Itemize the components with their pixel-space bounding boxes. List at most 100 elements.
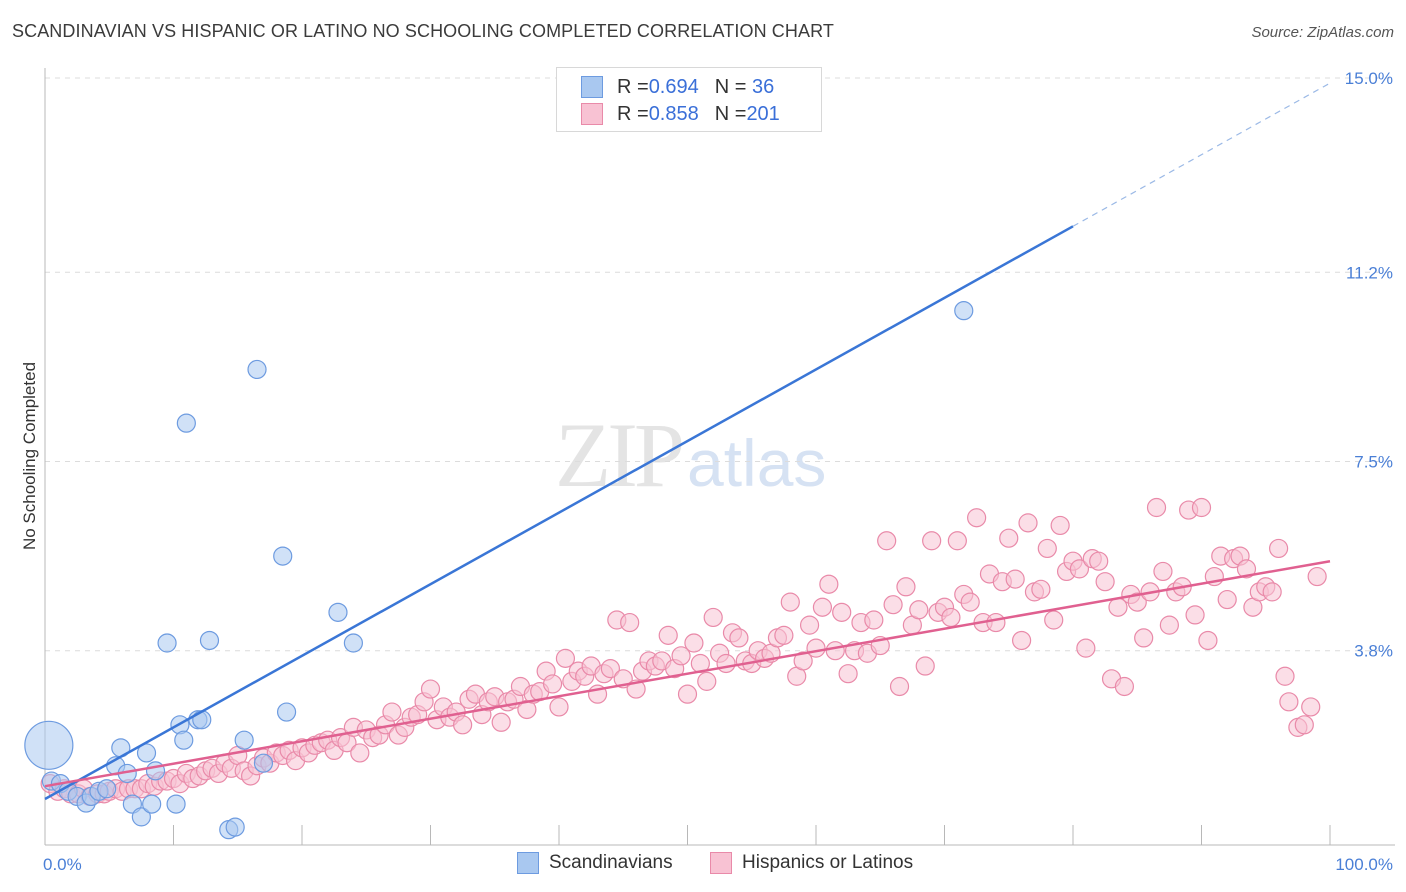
hispanics-point: [812, 597, 833, 617]
scandinavians-point: [954, 301, 974, 321]
axes: [44, 68, 1395, 846]
bottom-legend-hispanics: Hispanics or Latinos: [710, 852, 913, 874]
hispanics-point: [1279, 692, 1299, 712]
scandinavians-point: [253, 753, 274, 773]
y-tick-label: 11.2%: [1346, 263, 1393, 282]
hispanics-point: [620, 612, 640, 633]
hispanics-point: [806, 638, 826, 658]
hispanics-point: [1037, 538, 1057, 559]
legend-box: R = 0.694 N = 36 R = 0.858 N = 201: [556, 67, 822, 132]
hispanics-point: [922, 531, 942, 551]
hispanics-point: [832, 602, 852, 622]
hispanics-point: [684, 633, 704, 653]
hispanics-point: [877, 531, 897, 551]
scandinavians-point: [234, 730, 254, 750]
legend-n-value: 201: [746, 102, 780, 125]
hispanics-point: [1114, 676, 1135, 697]
hispanics-point: [883, 595, 903, 615]
hispanics-point: [825, 641, 845, 661]
bottom-legend-scandinavians: Scandinavians: [517, 852, 673, 874]
x-tick-labels: 0.0% 100.0%: [43, 855, 1393, 874]
hispanics-point: [780, 592, 800, 612]
x-tick-label-left: 0.0%: [43, 855, 82, 874]
scandinavians-point: [225, 817, 245, 837]
hispanics-point: [1127, 592, 1147, 612]
scandinavians-trend-line: [44, 225, 1074, 801]
hispanics-point: [909, 600, 929, 620]
hispanics-point: [1275, 666, 1295, 686]
scandinavians-point: [343, 633, 363, 653]
x-tick-label-right: 100.0%: [1335, 855, 1393, 874]
hispanics-point: [555, 648, 576, 668]
y-tick-label: 7.5%: [1354, 453, 1393, 472]
hispanics-point: [947, 531, 967, 551]
hispanics-point: [967, 508, 987, 528]
scandinavians-point: [192, 710, 212, 730]
hispanics-point: [915, 656, 935, 676]
scandinavians-point: [131, 807, 151, 827]
hispanics-point: [1307, 566, 1327, 587]
hispanics-point: [1031, 579, 1051, 599]
scandinavians-point: [174, 730, 194, 750]
hispanics-point: [838, 664, 858, 684]
hispanics-point: [677, 684, 698, 704]
legend-n-value: 36: [746, 75, 775, 98]
hispanics-point: [350, 743, 370, 763]
hispanics-point: [671, 646, 691, 666]
hispanics-point: [1262, 582, 1282, 602]
bottom-legend-label: Scandinavians: [549, 852, 673, 873]
hispanics-point: [1095, 572, 1115, 592]
hispanics-point: [1236, 559, 1257, 579]
scandinavians-point: [97, 779, 117, 799]
hispanics-point: [1146, 497, 1167, 518]
hispanics-point: [1185, 605, 1205, 625]
y-tick-labels: 3.8% 7.5% 11.2% 15.0%: [1345, 69, 1393, 661]
hispanics-point: [1134, 628, 1154, 648]
hispanics-point: [1076, 638, 1096, 658]
hispanics-point: [793, 651, 813, 671]
hispanics-trend-line: [44, 559, 1331, 788]
hispanics-point: [1294, 715, 1314, 735]
hispanics-point: [658, 625, 678, 645]
legend-swatch-blue: [581, 76, 603, 98]
hispanics-point: [420, 679, 441, 699]
legend-r-value: 0.858: [648, 102, 699, 125]
hispanics-point: [1198, 630, 1218, 651]
watermark: ZIPatlas: [555, 402, 826, 508]
trend-lines: [44, 82, 1331, 801]
hispanics-point: [542, 674, 563, 694]
hispanics-point: [889, 676, 910, 697]
hispanics-point: [729, 628, 749, 648]
watermark-atlas: atlas: [687, 426, 827, 500]
legend-r-label: R =: [617, 102, 649, 125]
hispanics-point: [999, 528, 1019, 548]
hispanics-point: [716, 653, 736, 674]
y-tick-label: 3.8%: [1354, 642, 1393, 661]
hispanics-point: [1191, 497, 1212, 518]
scandinavians-point: [142, 794, 162, 814]
hispanics-point: [491, 712, 511, 732]
scandinavians-point: [157, 633, 177, 653]
hispanics-point: [960, 592, 980, 612]
hispanics-point: [1268, 538, 1289, 559]
hispanics-point: [1018, 513, 1038, 533]
scandinavians-point: [276, 702, 297, 722]
hispanics-point: [453, 715, 473, 735]
hispanics-point: [549, 697, 569, 717]
hispanics-point: [697, 671, 717, 691]
bottom-legend-label: Hispanics or Latinos: [742, 852, 914, 873]
grid-lines: [45, 77, 1395, 652]
hispanics-point: [1089, 551, 1109, 571]
bottom-legend-swatch-pink: [710, 852, 732, 874]
hispanics-point: [986, 612, 1006, 633]
hispanics-point: [600, 658, 621, 679]
scandinavians-point: [328, 602, 348, 622]
y-axis-title: No Schooling Completed: [20, 362, 39, 550]
hispanics-point: [382, 702, 402, 722]
scandinavians-point: [273, 546, 293, 566]
bottom-legend-swatch-blue: [517, 852, 539, 874]
hispanics-point: [1217, 589, 1237, 610]
hispanics-point: [1050, 515, 1070, 536]
legend-r-value: 0.694: [648, 75, 699, 98]
hispanics-point: [1011, 630, 1032, 651]
